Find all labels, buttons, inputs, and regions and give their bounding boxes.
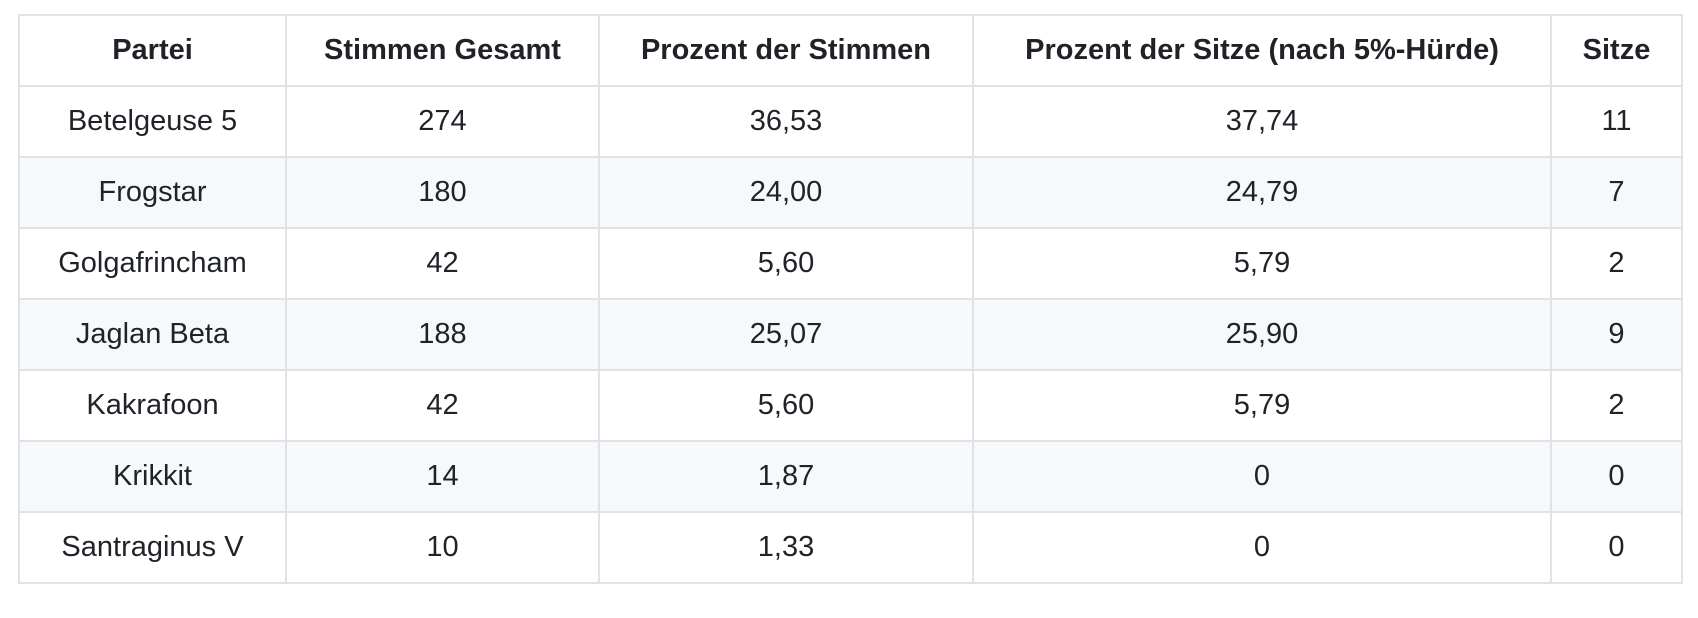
cell-stimmen-gesamt: 188 — [285, 298, 600, 371]
cell-prozent-der-stimmen: 36,53 — [598, 85, 974, 158]
table-row: Frogstar 180 24,00 24,79 7 — [18, 156, 1683, 229]
cell-prozent-der-sitze: 0 — [972, 511, 1552, 584]
table-row: Jaglan Beta 188 25,07 25,90 9 — [18, 298, 1683, 371]
cell-sitze: 9 — [1550, 298, 1683, 371]
cell-partei: Betelgeuse 5 — [18, 85, 287, 158]
cell-prozent-der-sitze: 5,79 — [972, 227, 1552, 300]
table-row: Golgafrincham 42 5,60 5,79 2 — [18, 227, 1683, 300]
cell-stimmen-gesamt: 10 — [285, 511, 600, 584]
cell-partei: Krikkit — [18, 440, 287, 513]
column-header-sitze: Sitze — [1550, 14, 1683, 87]
table-header-row: Partei Stimmen Gesamt Prozent der Stimme… — [18, 14, 1683, 87]
cell-prozent-der-sitze: 37,74 — [972, 85, 1552, 158]
cell-sitze: 2 — [1550, 369, 1683, 442]
election-results-table: Partei Stimmen Gesamt Prozent der Stimme… — [18, 14, 1683, 584]
cell-partei: Golgafrincham — [18, 227, 287, 300]
cell-prozent-der-sitze: 5,79 — [972, 369, 1552, 442]
column-header-prozent-der-stimmen: Prozent der Stimmen — [598, 14, 974, 87]
cell-sitze: 0 — [1550, 440, 1683, 513]
table-row: Betelgeuse 5 274 36,53 37,74 11 — [18, 85, 1683, 158]
table-row: Krikkit 14 1,87 0 0 — [18, 440, 1683, 513]
cell-prozent-der-stimmen: 25,07 — [598, 298, 974, 371]
cell-sitze: 11 — [1550, 85, 1683, 158]
cell-stimmen-gesamt: 14 — [285, 440, 600, 513]
cell-prozent-der-stimmen: 1,33 — [598, 511, 974, 584]
cell-stimmen-gesamt: 42 — [285, 227, 600, 300]
cell-prozent-der-stimmen: 24,00 — [598, 156, 974, 229]
cell-prozent-der-sitze: 24,79 — [972, 156, 1552, 229]
cell-sitze: 2 — [1550, 227, 1683, 300]
cell-prozent-der-stimmen: 1,87 — [598, 440, 974, 513]
cell-prozent-der-stimmen: 5,60 — [598, 369, 974, 442]
cell-stimmen-gesamt: 274 — [285, 85, 600, 158]
cell-partei: Jaglan Beta — [18, 298, 287, 371]
cell-stimmen-gesamt: 42 — [285, 369, 600, 442]
column-header-partei: Partei — [18, 14, 287, 87]
column-header-prozent-der-sitze: Prozent der Sitze (nach 5%-Hürde) — [972, 14, 1552, 87]
cell-partei: Frogstar — [18, 156, 287, 229]
table-row: Santraginus V 10 1,33 0 0 — [18, 511, 1683, 584]
cell-sitze: 7 — [1550, 156, 1683, 229]
cell-partei: Kakrafoon — [18, 369, 287, 442]
column-header-stimmen-gesamt: Stimmen Gesamt — [285, 14, 600, 87]
cell-prozent-der-sitze: 25,90 — [972, 298, 1552, 371]
cell-sitze: 0 — [1550, 511, 1683, 584]
table-row: Kakrafoon 42 5,60 5,79 2 — [18, 369, 1683, 442]
cell-stimmen-gesamt: 180 — [285, 156, 600, 229]
cell-partei: Santraginus V — [18, 511, 287, 584]
cell-prozent-der-stimmen: 5,60 — [598, 227, 974, 300]
cell-prozent-der-sitze: 0 — [972, 440, 1552, 513]
